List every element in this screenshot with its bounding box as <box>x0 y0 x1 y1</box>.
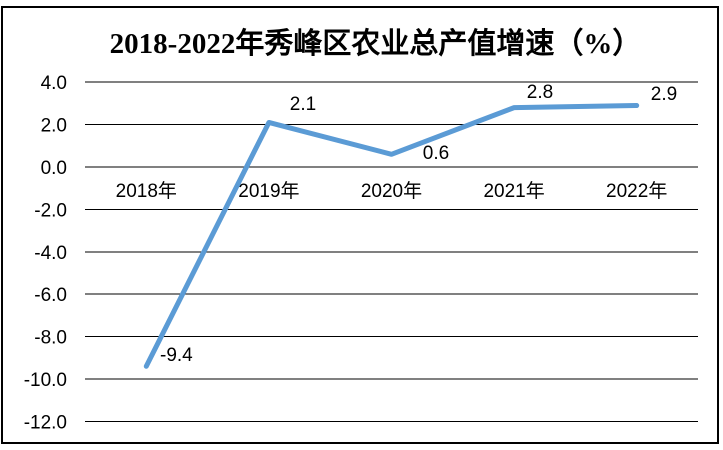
data-point-label: 2.9 <box>651 84 677 105</box>
x-axis-category-label: 2021年 <box>483 180 544 202</box>
y-axis-tick-label: -10.0 <box>24 370 67 391</box>
y-axis-tick-label: -8.0 <box>34 328 67 349</box>
x-axis-category-label: 2022年 <box>606 180 667 202</box>
y-axis-tick-label: 2.0 <box>41 116 67 137</box>
x-axis-category-label: 2020年 <box>361 180 422 202</box>
chart-title: 2018-2022年秀峰区农业总产值增速（%） <box>109 28 642 60</box>
x-axis-category-label: 2019年 <box>238 180 299 202</box>
y-axis-tick-label: -4.0 <box>34 243 67 264</box>
x-axis-category-label: 2018年 <box>116 180 177 202</box>
data-point-label: 0.6 <box>423 143 449 164</box>
y-axis-tick-label: -12.0 <box>24 412 67 433</box>
series-line <box>143 103 640 369</box>
data-point-label: -9.4 <box>160 345 193 366</box>
y-axis-tick-label: 0.0 <box>41 158 67 179</box>
data-point-label: 2.8 <box>527 82 553 103</box>
chart-border-frame <box>1 6 719 444</box>
data-point-label: 2.1 <box>290 94 316 115</box>
y-axis-tick-label: -2.0 <box>34 200 67 221</box>
y-axis-tick-label: -6.0 <box>34 285 67 306</box>
y-axis-tick-label: 4.0 <box>41 73 67 94</box>
